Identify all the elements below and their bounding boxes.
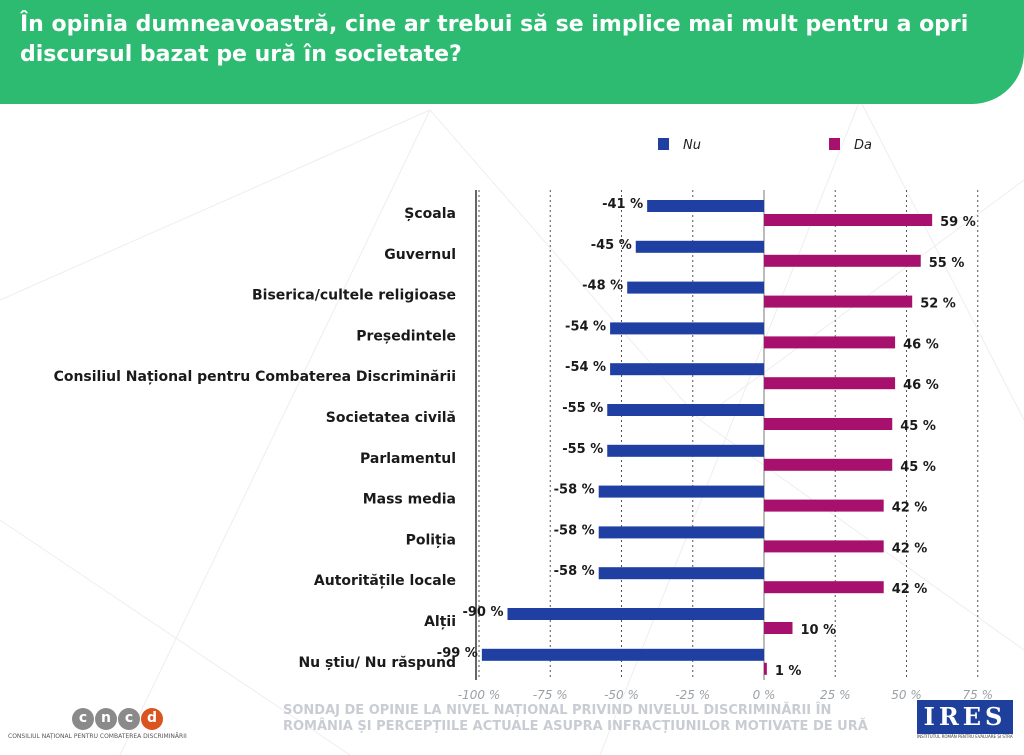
- data-label-nu: -55 %: [562, 442, 603, 457]
- x-tick-label: -50 %: [604, 688, 639, 700]
- legend-label-da: Da: [854, 138, 872, 153]
- diverging-bar-chart: -100 % -75 % -50 % -25 % 0 % 25 % 50 % 75 % Nu Da…: [54, 138, 994, 700]
- category-label: Alții: [424, 614, 456, 630]
- cncd-logo-letter: c: [72, 708, 94, 730]
- bar-nu: [607, 404, 764, 416]
- data-label-da: 46 %: [903, 378, 939, 393]
- legend-swatch-nu: [658, 138, 669, 150]
- data-label-nu: -58 %: [554, 483, 595, 498]
- x-tick-label: 75 %: [963, 688, 994, 700]
- category-label: Mass media: [363, 492, 456, 508]
- cncd-logo-caption: CONSILIUL NAȚIONAL PENTRU COMBATEREA DIS…: [8, 733, 187, 740]
- data-label-nu: -99 %: [437, 646, 478, 661]
- cncd-logo-letter: d: [141, 708, 163, 730]
- ires-logo-mark: IRES: [917, 700, 1013, 734]
- bar-da: [764, 214, 933, 226]
- header-banner: În opinia dumneavoastră, cine ar trebui …: [0, 0, 1024, 104]
- data-label-da: 45 %: [900, 460, 936, 475]
- data-label-nu: -54 %: [565, 319, 606, 334]
- bar-da: [764, 581, 884, 594]
- data-label-da: 45 %: [900, 419, 936, 434]
- bar-da: [764, 458, 893, 471]
- bar-nu: [635, 240, 764, 253]
- cncd-logo-letter: c: [118, 708, 140, 730]
- data-label-da: 52 %: [920, 297, 956, 312]
- bar-nu: [607, 444, 764, 457]
- legend-label-nu: Nu: [683, 138, 701, 153]
- data-label-da: 46 %: [903, 337, 939, 352]
- data-label-nu: -54 %: [565, 360, 606, 375]
- category-label: Președintele: [356, 328, 456, 344]
- x-tick-label: 0 %: [753, 688, 776, 700]
- ires-logo-caption: INSTITUTUL ROMÂN PENTRU EVALUARE ȘI STRA…: [917, 734, 1013, 739]
- bar-nu: [610, 322, 764, 335]
- bar-nu: [598, 485, 764, 498]
- data-label-da: 42 %: [892, 501, 928, 516]
- category-label: Societatea civilă: [326, 410, 456, 426]
- data-label-nu: -45 %: [591, 238, 632, 253]
- category-label: Biserica/cultele religioase: [252, 288, 456, 304]
- bar-da: [764, 295, 913, 308]
- bar-da: [764, 254, 921, 267]
- bar-da: [764, 336, 896, 349]
- bar-da: [764, 499, 884, 512]
- data-label-da: 10 %: [801, 623, 837, 638]
- page-title: În opinia dumneavoastră, cine ar trebui …: [20, 12, 969, 67]
- x-tick-label: 50 %: [891, 688, 922, 700]
- data-label-da: 42 %: [892, 582, 928, 597]
- data-label-da: 42 %: [892, 541, 928, 556]
- survey-footer-text: SONDAJ DE OPINIE LA NIVEL NAȚIONAL PRIVI…: [283, 703, 868, 734]
- category-label: Consiliul Național pentru Combaterea Dis…: [54, 369, 456, 385]
- ires-logo: IRES INSTITUTUL ROMÂN PENTRU EVALUARE ȘI…: [917, 700, 1013, 744]
- bar-nu: [598, 526, 764, 539]
- bar-nu: [481, 648, 764, 661]
- bar-da: [764, 418, 893, 430]
- bar-da: [764, 377, 896, 390]
- cncd-logo-letter: n: [95, 708, 117, 730]
- category-label: Autoritățile locale: [314, 573, 456, 589]
- bar-nu: [598, 567, 764, 580]
- legend-swatch-da: [829, 138, 840, 150]
- data-label-nu: -90 %: [462, 605, 503, 620]
- bar-da: [764, 540, 884, 553]
- data-label-da: 1 %: [775, 664, 802, 679]
- data-label-da: 55 %: [929, 256, 965, 271]
- category-label: Parlamentul: [360, 451, 456, 467]
- category-label: Guvernul: [384, 247, 456, 263]
- category-label: Poliția: [406, 532, 456, 548]
- bar-nu: [627, 281, 764, 294]
- category-label: Școala: [404, 206, 456, 222]
- data-label-da: 59 %: [940, 215, 976, 230]
- data-label-nu: -58 %: [554, 523, 595, 538]
- bar-da: [764, 622, 793, 634]
- data-label-nu: -55 %: [562, 401, 603, 416]
- data-label-nu: -41 %: [602, 197, 643, 212]
- x-tick-label: -75 %: [533, 688, 568, 700]
- data-label-nu: -58 %: [554, 564, 595, 579]
- x-tick-label: 25 %: [820, 688, 851, 700]
- bar-nu: [507, 608, 764, 620]
- x-tick-label: -25 %: [675, 688, 710, 700]
- bar-da: [764, 662, 767, 675]
- category-label: Nu știu/ Nu răspund: [298, 655, 456, 671]
- bar-nu: [647, 200, 764, 212]
- bar-nu: [610, 363, 764, 376]
- x-tick-label: -100 %: [458, 688, 500, 700]
- data-label-nu: -48 %: [582, 279, 623, 294]
